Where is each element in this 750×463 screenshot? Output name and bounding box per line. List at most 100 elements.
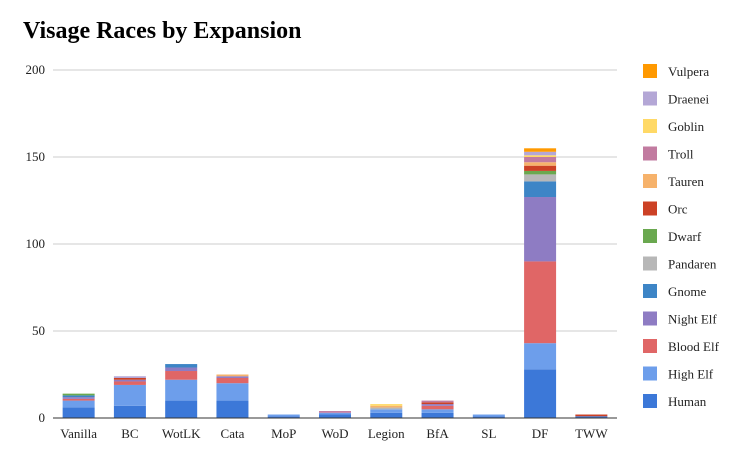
x-tick-label: BfA bbox=[426, 426, 449, 441]
bar-segment bbox=[113, 405, 146, 418]
x-tick-label: TWW bbox=[575, 426, 608, 441]
legend-swatch bbox=[643, 119, 657, 133]
bar-segment bbox=[216, 400, 249, 418]
bar-segment bbox=[370, 405, 403, 408]
bar-segment bbox=[319, 411, 351, 413]
legend-swatch bbox=[643, 174, 657, 188]
bar-segment bbox=[524, 369, 557, 418]
bar-segment bbox=[216, 377, 249, 384]
legend-swatch bbox=[643, 339, 657, 353]
legend-swatch bbox=[643, 394, 657, 408]
bar-segment bbox=[216, 374, 249, 377]
bar-segment bbox=[524, 148, 557, 152]
legend-swatch bbox=[643, 284, 657, 298]
bar-segment bbox=[319, 414, 351, 418]
legend-label: Draenei bbox=[668, 92, 710, 107]
bar-segment bbox=[267, 416, 300, 418]
bar-segment bbox=[62, 400, 95, 408]
legend-swatch bbox=[643, 366, 657, 381]
legend-swatch bbox=[643, 256, 657, 271]
bar-segment bbox=[421, 412, 454, 418]
bar-segment bbox=[113, 379, 146, 382]
bar-segment bbox=[267, 414, 300, 417]
legend-swatch bbox=[643, 146, 657, 161]
y-tick-label: 0 bbox=[39, 410, 46, 425]
bar-segment bbox=[62, 397, 95, 399]
bar-segment bbox=[62, 395, 95, 398]
chart-title: Visage Races by Expansion bbox=[23, 18, 302, 44]
x-tick-label: WoD bbox=[321, 426, 348, 441]
bar-segment bbox=[524, 151, 557, 156]
x-tick-label: WotLK bbox=[162, 426, 201, 441]
bar-segment bbox=[524, 181, 557, 198]
bar-segment bbox=[421, 409, 454, 413]
legend-swatch bbox=[643, 229, 657, 243]
bar-segment bbox=[216, 383, 249, 401]
legend-label: Orc bbox=[668, 202, 688, 217]
x-tick-label: Legion bbox=[368, 426, 405, 441]
bar-segment bbox=[524, 261, 557, 344]
legend-label: High Elf bbox=[668, 367, 714, 382]
bar-segment bbox=[319, 412, 351, 415]
legend-label: Human bbox=[668, 394, 707, 409]
x-axis-ticks: Vanilla BC WotLK Cata MoP WoD Legion BfA SL DF TWW bbox=[60, 426, 608, 441]
legend-label: Blood Elf bbox=[668, 339, 720, 354]
x-tick-label: Cata bbox=[221, 426, 245, 441]
bar-segment bbox=[472, 414, 505, 417]
bar-segment bbox=[575, 414, 608, 417]
bar-segment bbox=[370, 404, 403, 406]
bar-segment bbox=[421, 404, 454, 406]
bar-segment bbox=[62, 407, 95, 418]
legend-label: Night Elf bbox=[668, 312, 717, 327]
bar-segment bbox=[216, 376, 249, 378]
legend: Vulpera Draenei Goblin Troll Tauren Orc Dwarf P… bbox=[643, 64, 720, 409]
legend-label: Tauren bbox=[668, 174, 704, 189]
bar-segment bbox=[165, 364, 198, 368]
y-axis-ticks: 0 50 100 150 200 bbox=[26, 62, 46, 425]
bar-segment bbox=[165, 400, 198, 418]
bar-segment bbox=[370, 409, 403, 413]
bar-segment bbox=[113, 377, 146, 380]
legend-label: Dwarf bbox=[668, 229, 702, 244]
bar-segment bbox=[165, 367, 198, 372]
bar-segment bbox=[165, 379, 198, 401]
bar-segment bbox=[421, 402, 454, 405]
legend-swatch bbox=[643, 201, 657, 216]
bar-segment bbox=[370, 407, 403, 410]
bar-segment bbox=[421, 405, 454, 410]
bar-segment bbox=[575, 416, 608, 418]
bar-segment bbox=[524, 197, 557, 262]
y-tick-label: 100 bbox=[26, 236, 46, 251]
legend-label: Pandaren bbox=[668, 257, 717, 272]
bar-segment bbox=[524, 157, 557, 163]
y-tick-label: 150 bbox=[26, 149, 46, 164]
legend-swatch bbox=[643, 91, 657, 106]
bar-segment bbox=[113, 381, 146, 385]
bar-segment bbox=[524, 174, 557, 182]
bar-segment bbox=[524, 343, 557, 370]
bar-segment bbox=[524, 170, 557, 175]
bar-segment bbox=[113, 376, 146, 378]
x-tick-label: MoP bbox=[271, 426, 296, 441]
legend-swatch bbox=[643, 64, 657, 78]
bar-segment bbox=[524, 165, 557, 171]
bar-segment bbox=[370, 412, 403, 418]
x-tick-label: DF bbox=[532, 426, 549, 441]
legend-swatch bbox=[643, 311, 657, 326]
bar-segment bbox=[421, 400, 454, 403]
bars bbox=[62, 148, 608, 418]
legend-label: Vulpera bbox=[668, 64, 709, 79]
x-tick-label: SL bbox=[481, 426, 496, 441]
legend-label: Troll bbox=[668, 147, 694, 162]
y-tick-label: 50 bbox=[32, 323, 45, 338]
y-tick-label: 200 bbox=[26, 62, 46, 77]
legend-label: Gnome bbox=[668, 284, 707, 299]
bar-segment bbox=[524, 162, 557, 166]
bar-segment bbox=[113, 384, 146, 406]
gridlines bbox=[53, 69, 617, 332]
bar-segment bbox=[165, 371, 198, 380]
bar-segment bbox=[472, 416, 505, 418]
bar-segment bbox=[524, 155, 557, 157]
bar-segment bbox=[62, 393, 95, 396]
